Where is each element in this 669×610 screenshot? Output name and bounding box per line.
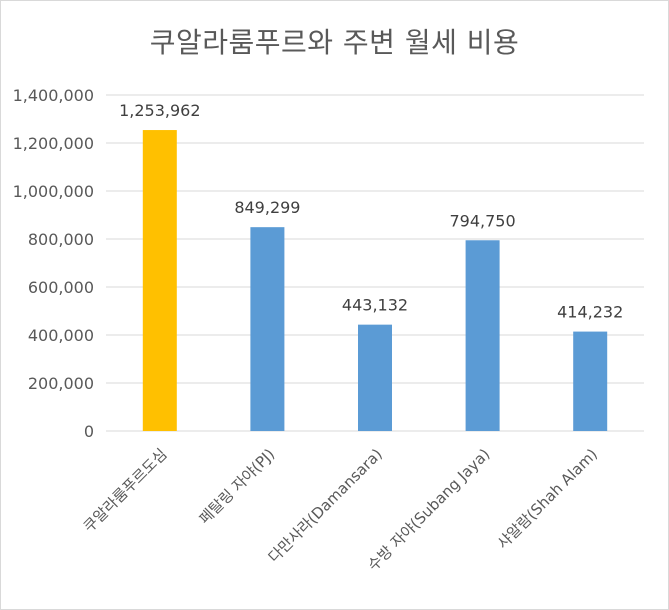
bar — [358, 324, 392, 431]
y-tick-label: 200,000 — [28, 374, 94, 393]
bar — [250, 227, 285, 431]
data-label: 443,132 — [342, 296, 408, 315]
chart-title: 쿠알라룸푸르와 주변 월세 비용 — [149, 26, 520, 59]
y-tick-label: 400,000 — [28, 326, 94, 345]
y-tick-label: 600,000 — [28, 278, 94, 297]
data-label: 794,750 — [450, 211, 516, 230]
bar — [465, 240, 500, 431]
x-axis-labels: 쿠알라룸푸르도심 페탈링 자야(PJ)다만사라(Damansara)수방 자야(S… — [80, 445, 601, 574]
bars — [142, 130, 608, 431]
bar — [573, 331, 608, 431]
y-tick-label: 800,000 — [28, 230, 94, 249]
data-labels: 1,253,962 849,299 443,132 794,750 414,232 — [119, 101, 623, 322]
x-tick-label: 샤알람(Shah Alam) — [494, 445, 601, 552]
data-label: 414,232 — [557, 303, 623, 322]
data-label: 1,253,962 — [119, 101, 200, 120]
x-tick-label: 수방 자야(Subang Jaya) — [364, 445, 493, 574]
y-tick-label: 0 — [84, 422, 94, 441]
bar — [142, 130, 177, 431]
y-tick-label: 1,200,000 — [13, 134, 94, 153]
x-tick-label: 페탈링 자야(PJ) — [196, 445, 279, 528]
y-tick-label: 1,400,000 — [13, 86, 94, 105]
y-axis: 0 200,000 400,000 600,000 800,000 1,000,000 1,… — [13, 86, 94, 441]
y-tick-label: 1,000,000 — [13, 182, 94, 201]
data-label: 849,299 — [234, 198, 300, 217]
x-tick-label: 다만사라(Damansara) — [265, 445, 386, 566]
x-tick-label: 쿠알라룸푸르도심 — [80, 445, 171, 536]
